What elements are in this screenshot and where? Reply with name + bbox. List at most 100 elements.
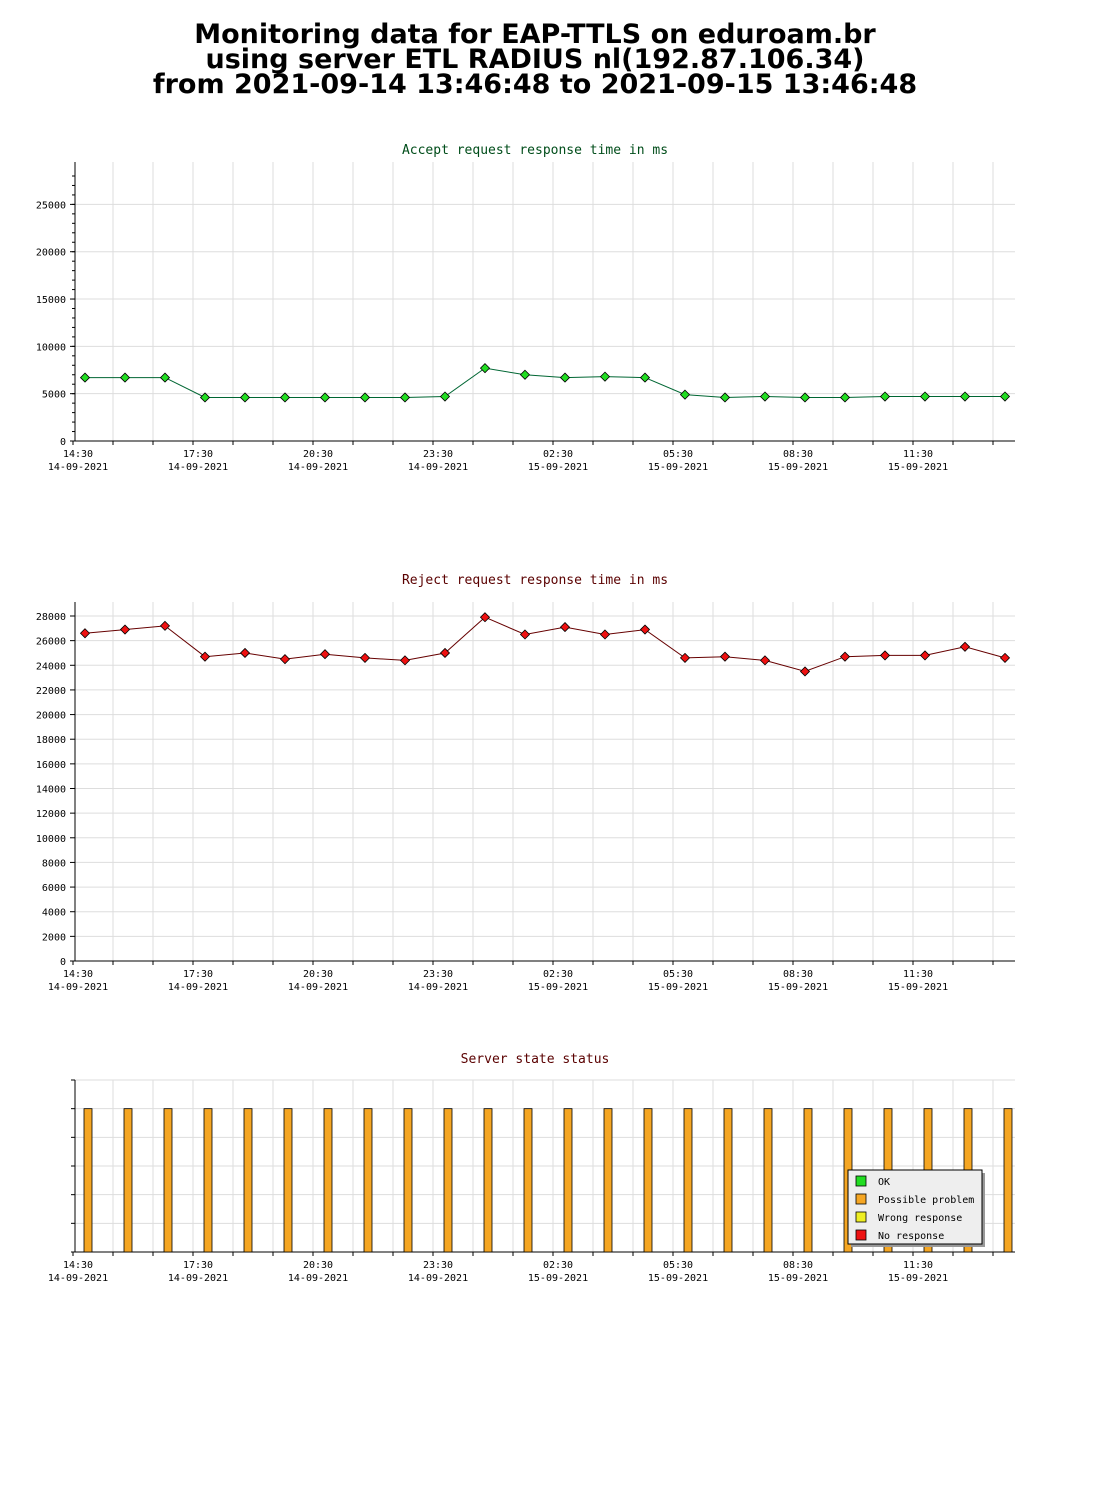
- status-bar: [1003, 1108, 1013, 1253]
- x-tick-label-time: 08:30: [783, 1260, 813, 1271]
- y-tick-label: 0: [60, 957, 66, 968]
- x-tick-label-time: 20:30: [303, 969, 333, 980]
- accept-response-time-chart: Accept request response time in ms 0 5000 1…: [36, 143, 1015, 473]
- data-point: [479, 363, 491, 374]
- y-tick-label: 8000: [42, 858, 66, 869]
- x-tick-label-time: 20:30: [303, 1260, 333, 1271]
- y-tick-label: 4000: [42, 908, 66, 919]
- status-bar: [243, 1108, 253, 1253]
- data-point: [759, 655, 771, 666]
- status-bar: [323, 1108, 333, 1253]
- x-tick-label-time: 17:30: [183, 1260, 213, 1271]
- legend-label: OK: [878, 1177, 890, 1188]
- x-tick-label-time: 17:30: [183, 449, 213, 460]
- data-point: [479, 612, 491, 623]
- x-tick-label-time: 17:30: [183, 969, 213, 980]
- data-point: [639, 624, 651, 635]
- chart-title: Accept request response time in ms: [402, 143, 668, 158]
- x-tick-label-date: 15-09-2021: [528, 982, 588, 993]
- x-tick-label-date: 15-09-2021: [648, 982, 708, 993]
- data-point: [159, 620, 171, 631]
- x-tick-label-date: 15-09-2021: [768, 982, 828, 993]
- x-tick-label-time: 02:30: [543, 449, 573, 460]
- legend-swatch: [855, 1193, 867, 1205]
- x-tick-label-time: 14:30: [63, 449, 93, 460]
- data-point: [719, 392, 731, 403]
- x-tick-label-date: 14-09-2021: [48, 982, 108, 993]
- status-bar: [123, 1108, 133, 1253]
- data-point: [279, 654, 291, 665]
- status-bar: [523, 1108, 533, 1253]
- x-tick-label-date: 15-09-2021: [768, 1273, 828, 1284]
- x-tick-label-date: 15-09-2021: [528, 462, 588, 473]
- x-tick-label-time: 20:30: [303, 449, 333, 460]
- data-point: [79, 372, 91, 383]
- status-bar: [803, 1108, 813, 1253]
- data-point: [239, 392, 251, 403]
- data-point: [679, 652, 691, 663]
- x-tick-label-time: 23:30: [423, 449, 453, 460]
- data-point: [999, 391, 1011, 402]
- x-tick-label-time: 23:30: [423, 969, 453, 980]
- y-tick-label: 16000: [36, 760, 66, 771]
- y-tick-label: 20000: [36, 248, 66, 259]
- data-point: [439, 647, 451, 659]
- x-tick-label-time: 11:30: [903, 449, 933, 460]
- x-tick-label-time: 05:30: [663, 1260, 693, 1271]
- data-point: [959, 641, 971, 652]
- page-title: Monitoring data for EAP-TTLS on eduroam.…: [0, 19, 1070, 98]
- data-point: [519, 629, 531, 640]
- y-tick-label: 20000: [36, 711, 66, 722]
- x-tick-label-time: 23:30: [423, 1260, 453, 1271]
- status-bar: [403, 1108, 413, 1253]
- data-point: [159, 372, 171, 383]
- reject-response-time-chart: Reject request response time in ms 0 2000 4…: [36, 573, 1015, 993]
- status-bar: [283, 1108, 293, 1253]
- data-point: [599, 629, 611, 640]
- x-tick-label-time: 11:30: [903, 969, 933, 980]
- status-bar: [643, 1108, 653, 1253]
- status-bar: [443, 1108, 453, 1253]
- chart-title: Reject request response time in ms: [402, 573, 668, 588]
- status-bar: [83, 1108, 93, 1253]
- y-tick-label: 10000: [36, 834, 66, 845]
- x-tick-label-time: 14:30: [63, 1260, 93, 1271]
- x-tick-label-date: 14-09-2021: [168, 982, 228, 993]
- data-point: [119, 372, 131, 383]
- data-point: [999, 652, 1011, 663]
- x-tick-label-date: 14-09-2021: [288, 1273, 348, 1284]
- x-tick-label-date: 14-09-2021: [48, 462, 108, 473]
- y-tick-label: 6000: [42, 883, 66, 894]
- data-point: [239, 647, 251, 659]
- status-bar: [363, 1108, 373, 1253]
- data-point: [959, 391, 971, 402]
- x-tick-label-date: 15-09-2021: [768, 462, 828, 473]
- y-tick-label: 28000: [36, 612, 66, 623]
- data-point: [759, 391, 771, 402]
- x-tick-label-date: 14-09-2021: [408, 1273, 468, 1284]
- legend-label: No response: [878, 1231, 944, 1242]
- data-point: [119, 624, 131, 635]
- data-point: [559, 372, 571, 383]
- title-line-1: Monitoring data for EAP-TTLS on eduroam.…: [194, 19, 876, 50]
- y-tick-label: 26000: [36, 637, 66, 648]
- data-point: [799, 392, 811, 403]
- status-bar: [723, 1108, 733, 1253]
- x-tick-label-date: 14-09-2021: [288, 982, 348, 993]
- y-tick-label: 18000: [36, 735, 66, 746]
- x-tick-label-time: 08:30: [783, 449, 813, 460]
- y-tick-label: 14000: [36, 785, 66, 796]
- y-tick-label: 2000: [42, 932, 66, 943]
- data-point: [399, 655, 411, 666]
- y-tick-label: 25000: [36, 200, 66, 211]
- legend-label: Wrong response: [878, 1213, 962, 1224]
- data-point: [79, 628, 91, 639]
- y-tick-label: 5000: [42, 390, 66, 401]
- series-line: [85, 367, 1005, 399]
- legend-swatch: [855, 1229, 867, 1241]
- data-point: [319, 649, 331, 660]
- data-point: [839, 651, 851, 662]
- status-bar: [563, 1108, 573, 1253]
- chart-title: Server state status: [461, 1052, 610, 1067]
- status-bar: [203, 1108, 213, 1253]
